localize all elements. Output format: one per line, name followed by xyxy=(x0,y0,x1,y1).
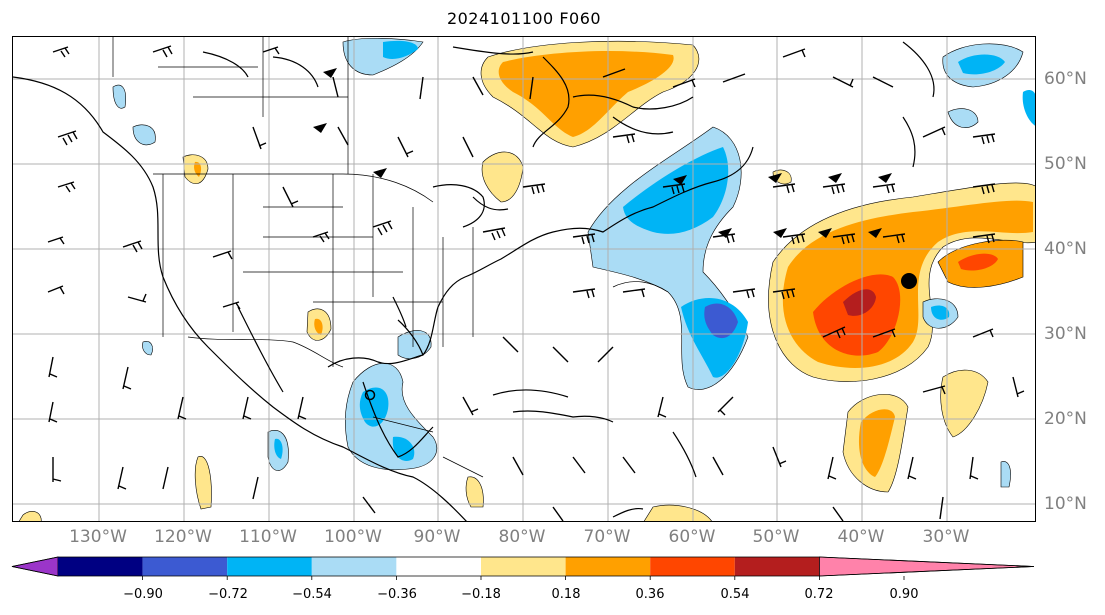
colorbar-tick-label: 0.54 xyxy=(720,587,750,602)
colorbar-outline xyxy=(11,556,1035,577)
colorbar-segment xyxy=(481,557,566,576)
wind-flags xyxy=(313,68,892,238)
lat-label: 40°N xyxy=(1044,239,1087,259)
colorbar-tick-label: −0.90 xyxy=(123,587,163,602)
lon-label: 30°W xyxy=(922,527,970,547)
lon-label: 60°W xyxy=(668,527,716,547)
colorbar-tick-label: 0.72 xyxy=(804,587,834,602)
colorbar-tick-label: 0.18 xyxy=(551,587,581,602)
lat-label: 10°N xyxy=(1044,494,1087,514)
wind-barbs xyxy=(47,45,1025,521)
colorbar-tick-label: −0.36 xyxy=(377,587,417,602)
negative-anomaly-gulf xyxy=(344,362,438,471)
lon-label: 40°W xyxy=(837,527,885,547)
colorbar-segment xyxy=(396,557,481,576)
lon-label: 120°W xyxy=(154,527,212,547)
lon-label: 130°W xyxy=(69,527,127,547)
lat-label: 50°N xyxy=(1044,154,1087,174)
graticule xyxy=(13,37,1035,521)
colorbar-segment xyxy=(58,557,143,576)
colorbar-segment xyxy=(650,557,735,576)
anomaly-shading xyxy=(18,37,1035,521)
colorbar-segment xyxy=(227,557,312,576)
storm-center-marker xyxy=(901,273,917,289)
lon-label: 110°W xyxy=(239,527,297,547)
colorbar-tick-label: −0.72 xyxy=(208,587,248,602)
lat-label: 30°N xyxy=(1044,324,1087,344)
colorbar-tick-label: 0.90 xyxy=(889,587,919,602)
lon-label: 70°W xyxy=(583,527,631,547)
storm-center-marker-open xyxy=(364,389,376,401)
map-title: 2024101100 F060 xyxy=(446,9,602,28)
map-canvas xyxy=(13,37,1035,521)
colorbar-tick-label: −0.54 xyxy=(292,587,332,602)
lat-label: 60°N xyxy=(1044,69,1087,89)
colorbar-tick-label: 0.36 xyxy=(635,587,665,602)
positive-anomaly-atlantic-east-darkred xyxy=(843,289,876,316)
lon-label: 100°W xyxy=(324,527,382,547)
lat-label: 20°N xyxy=(1044,409,1087,429)
coastlines xyxy=(13,41,935,521)
colorbar-segment xyxy=(734,557,820,576)
colorbar-segment xyxy=(311,557,397,576)
colorbar-tick-label: −0.18 xyxy=(461,587,501,602)
colorbar-extend-high xyxy=(819,556,1035,577)
colorbar-segment xyxy=(565,557,651,576)
lon-label: 80°W xyxy=(498,527,546,547)
colorbar-segment xyxy=(142,557,228,576)
colorbar-extend-low xyxy=(11,556,59,577)
colorbar xyxy=(11,556,1035,580)
lon-label: 50°W xyxy=(752,527,800,547)
lon-label: 90°W xyxy=(413,527,461,547)
political-borders xyxy=(112,37,669,478)
map-panel[interactable] xyxy=(12,36,1036,522)
